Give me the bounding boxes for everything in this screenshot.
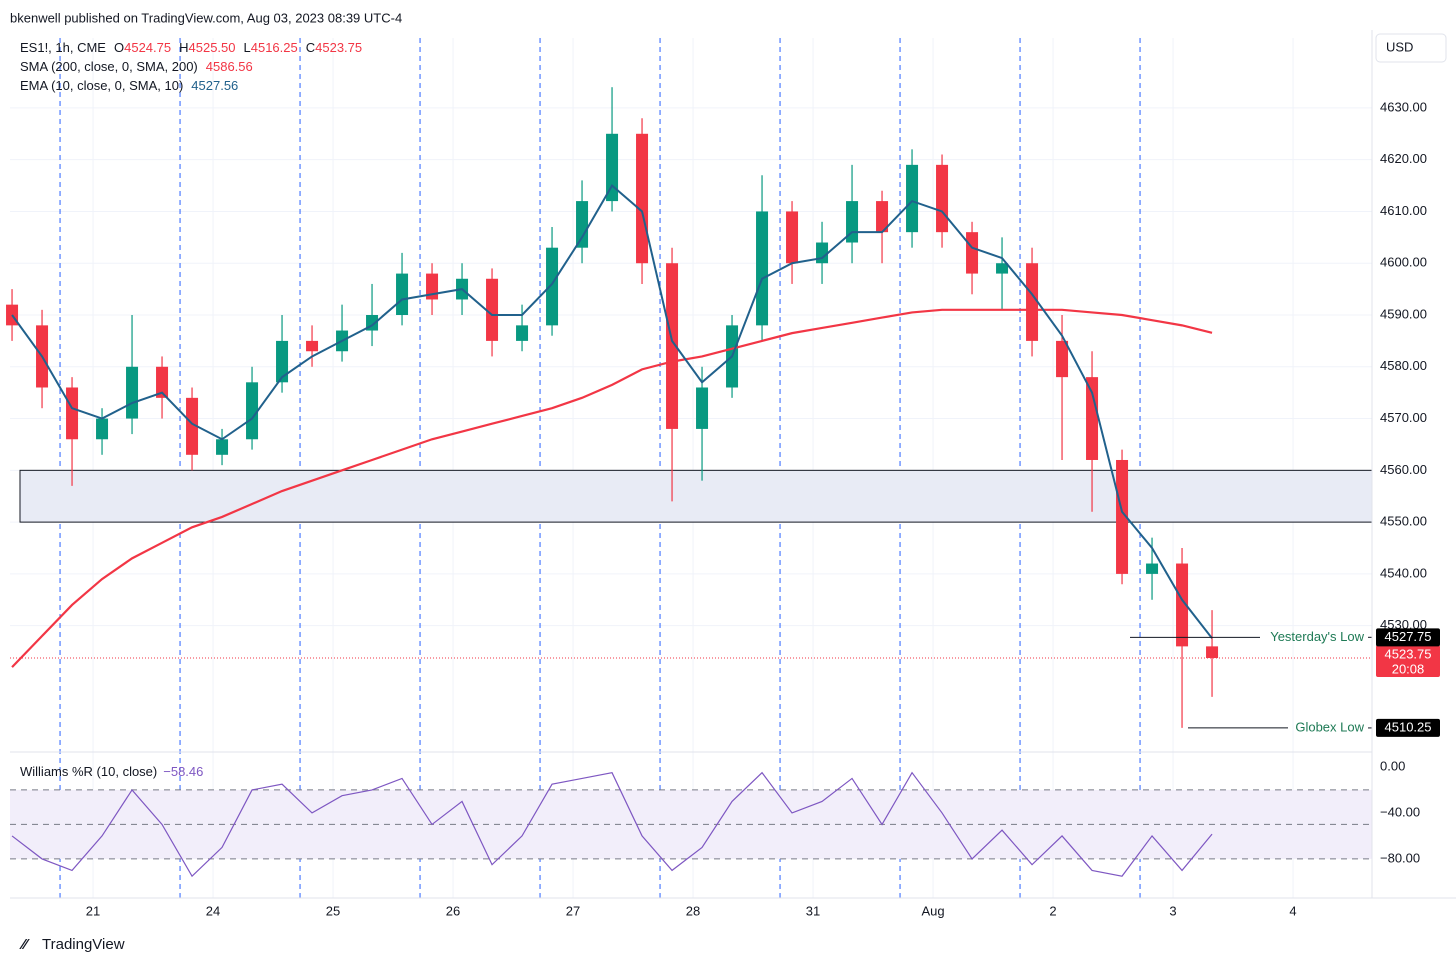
legend: SMA (200, close, 0, SMA, 200) 4586.56 (20, 59, 253, 74)
y-tick-label: 4560.00 (1380, 462, 1427, 477)
y-tick-label: 4550.00 (1380, 514, 1427, 529)
candle-body (546, 247, 559, 326)
candle-body (156, 366, 169, 398)
candle-body (1026, 263, 1039, 341)
legend-part: SMA (200, close, 0, SMA, 200) (20, 59, 198, 74)
overlay-line (11, 308, 1213, 668)
y-tick-label: 4570.00 (1380, 410, 1427, 425)
candle-body (186, 397, 199, 455)
candle-body (756, 211, 769, 326)
candle-body (666, 263, 679, 429)
legend-part: 4523.75 (315, 40, 362, 55)
candle-body (246, 382, 259, 440)
legend-part: O (114, 40, 124, 55)
candle-body (786, 211, 799, 264)
candle-body (906, 164, 919, 233)
legend: Williams %R (10, close) −58.46 (20, 764, 203, 779)
wr-tick-label: −80.00 (1380, 850, 1420, 865)
candle-body (216, 439, 229, 455)
overlay-line (11, 184, 1213, 639)
y-tick-label: 4540.00 (1380, 565, 1427, 580)
currency-box (1375, 33, 1447, 63)
level-badge-label: 4510.25 (1385, 719, 1432, 734)
y-tick-label: 4590.00 (1380, 306, 1427, 321)
candle-body (306, 340, 319, 352)
candle-body (876, 201, 889, 233)
x-tick-label: 2 (1049, 903, 1056, 918)
candle-body (636, 133, 649, 264)
candle-body (396, 273, 409, 316)
candle-body (696, 387, 709, 429)
x-tick-label: 25 (326, 903, 340, 918)
brand: TradingView (42, 936, 125, 953)
candle-body (126, 366, 139, 419)
candle-body (966, 232, 979, 274)
candle-body (66, 387, 79, 440)
x-tick-label: 24 (206, 903, 220, 918)
last-price-badge (1376, 645, 1440, 678)
legend-part: L (244, 40, 251, 55)
candle-body (606, 133, 619, 202)
x-tick-label: 27 (566, 903, 580, 918)
candle-body (486, 278, 499, 341)
candle-body (1086, 377, 1099, 460)
publisher: bkenwell published on TradingView.com, A… (10, 10, 402, 25)
legend: EMA (10, close, 0, SMA, 10) 4527.56 (20, 78, 238, 93)
legend: ES1!, 1h, CME O4524.75 H4525.50 L4516.25 C45… (20, 40, 362, 55)
x-tick-label: 28 (686, 903, 700, 918)
wr-tick-label: −40.00 (1380, 804, 1420, 819)
candle-body (1206, 646, 1219, 659)
legend-part: 4525.50 (189, 40, 236, 55)
brand-logo: ⁄⁄ (19, 936, 31, 953)
legend-part: Williams %R (10, close) (20, 764, 157, 779)
y-tick-label: 4620.00 (1380, 151, 1427, 166)
legend-part: 4527.56 (191, 78, 238, 93)
legend-part: 4524.75 (124, 40, 171, 55)
last-price-label: 4523.75 (1385, 646, 1432, 661)
legend-part: 4516.25 (251, 40, 298, 55)
x-tick-label: 31 (806, 903, 820, 918)
x-tick-label: Aug (921, 903, 944, 918)
candle-body (1146, 563, 1159, 574)
candle-body (816, 242, 829, 264)
legend-part: ES1!, 1h, CME (20, 40, 106, 55)
candle-body (1176, 563, 1189, 647)
y-tick-label: 4610.00 (1380, 203, 1427, 218)
legend-part: EMA (10, close, 0, SMA, 10) (20, 78, 183, 93)
wr-tick-label: 0.00 (1380, 758, 1405, 773)
x-tick-label: 4 (1289, 903, 1296, 918)
x-tick-label: 21 (86, 903, 100, 918)
legend-part: 4586.56 (206, 59, 253, 74)
wr-line (11, 771, 1213, 878)
legend-part: −58.46 (163, 764, 203, 779)
x-tick-label: 3 (1169, 903, 1176, 918)
level-label: Globex Low (1295, 719, 1364, 734)
candle-body (96, 418, 109, 440)
currency: USD (1386, 39, 1413, 54)
legend-part: H (179, 40, 188, 55)
candle-body (996, 263, 1009, 274)
candle-body (1116, 459, 1129, 574)
y-tick-label: 4630.00 (1380, 99, 1427, 114)
x-tick-label: 26 (446, 903, 460, 918)
y-tick-label: 4600.00 (1380, 255, 1427, 270)
candle-body (936, 164, 949, 233)
candle-body (276, 340, 289, 383)
level-badge-label: 4527.75 (1385, 629, 1432, 644)
candle-body (576, 201, 589, 248)
level-label: Yesterday's Low (1270, 629, 1364, 644)
legend-part: C (306, 40, 315, 55)
countdown: 20:08 (1392, 661, 1425, 676)
level-badge (1376, 718, 1440, 737)
zone (19, 469, 1373, 523)
candle-body (1056, 340, 1069, 378)
y-tick-label: 4580.00 (1380, 358, 1427, 373)
candle-body (516, 325, 529, 341)
level-badge (1376, 628, 1440, 647)
